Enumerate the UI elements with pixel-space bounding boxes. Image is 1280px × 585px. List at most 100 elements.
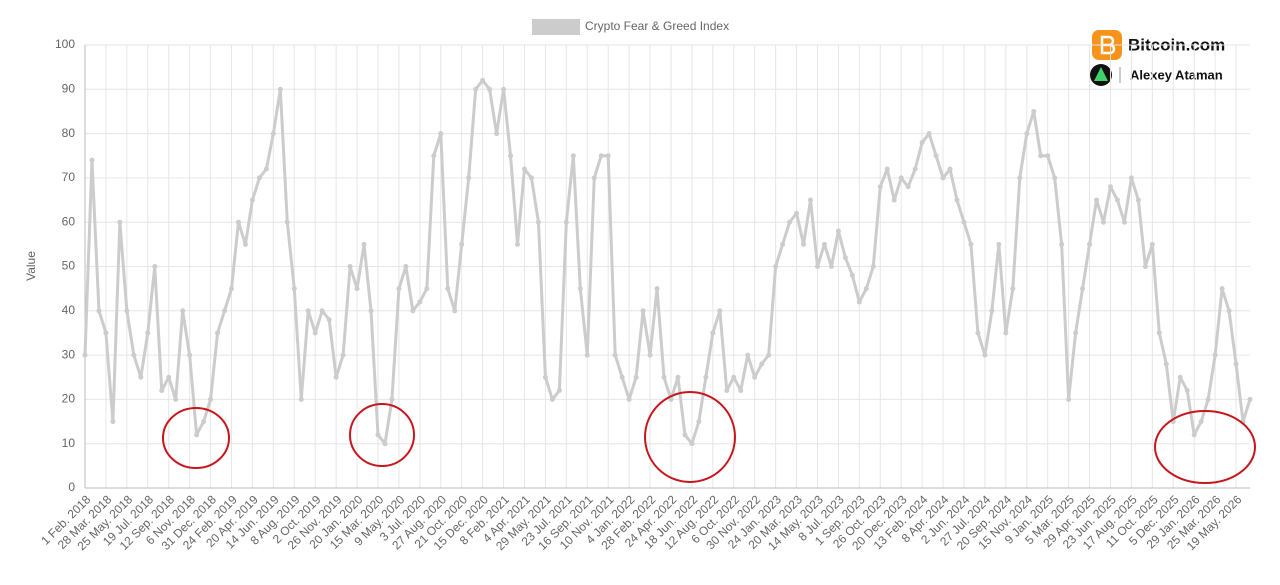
- data-point: [1184, 388, 1190, 394]
- data-point: [898, 175, 904, 181]
- data-point: [242, 241, 248, 247]
- data-point: [487, 86, 493, 92]
- data-point: [159, 388, 165, 394]
- data-point: [863, 286, 869, 292]
- data-point: [556, 388, 562, 394]
- data-point: [710, 330, 716, 336]
- y-tick-label: 90: [62, 81, 76, 95]
- legend: Crypto Fear & Greed Index: [532, 19, 729, 35]
- data-point: [1191, 432, 1197, 438]
- data-point: [1059, 241, 1065, 247]
- data-point: [431, 153, 437, 159]
- highlight-circle: [349, 403, 415, 467]
- data-point: [145, 330, 151, 336]
- data-point: [340, 352, 346, 358]
- data-point: [117, 219, 123, 225]
- highlight-circle: [1154, 410, 1256, 484]
- data-point: [835, 228, 841, 234]
- data-point: [821, 241, 827, 247]
- data-point: [773, 264, 779, 269]
- data-point: [1087, 241, 1093, 247]
- data-point: [905, 184, 911, 190]
- data-point: [501, 86, 507, 92]
- data-point: [305, 308, 311, 314]
- data-point: [1017, 175, 1023, 181]
- data-point: [298, 396, 304, 402]
- data-point: [417, 299, 423, 305]
- data-point: [82, 352, 88, 358]
- data-point: [361, 241, 367, 247]
- data-point: [591, 175, 597, 181]
- data-point: [1177, 374, 1183, 380]
- data-point: [410, 308, 416, 314]
- data-point: [480, 77, 486, 83]
- data-point: [975, 330, 981, 336]
- data-point: [1212, 352, 1218, 358]
- y-tick-label: 40: [62, 303, 76, 317]
- data-point: [521, 166, 527, 172]
- y-tick-label: 100: [55, 37, 75, 51]
- data-point: [1038, 153, 1044, 159]
- data-point: [515, 241, 521, 247]
- data-point: [640, 308, 646, 314]
- author-name: Alexey Ataman: [1130, 67, 1223, 82]
- data-point: [668, 396, 674, 402]
- data-point: [319, 308, 325, 314]
- data-point: [926, 131, 932, 137]
- y-tick-label: 20: [62, 392, 76, 406]
- data-point: [452, 308, 458, 314]
- data-point: [605, 153, 611, 159]
- data-point: [1052, 175, 1058, 181]
- data-point: [215, 330, 221, 336]
- y-tick-label: 50: [62, 259, 76, 273]
- data-point: [759, 361, 765, 367]
- data-point: [619, 374, 625, 380]
- data-point: [1080, 286, 1086, 292]
- data-point: [354, 286, 360, 292]
- data-point: [535, 219, 541, 225]
- data-point: [612, 352, 618, 358]
- data-point: [473, 86, 479, 92]
- data-point: [256, 175, 262, 181]
- data-point: [877, 184, 883, 190]
- data-point: [717, 308, 723, 314]
- data-point: [180, 308, 186, 314]
- data-point: [1101, 219, 1107, 225]
- data-point: [752, 374, 758, 380]
- data-point: [312, 330, 318, 336]
- data-point: [333, 374, 339, 380]
- data-point: [703, 374, 709, 380]
- data-point: [403, 264, 409, 269]
- data-point: [1114, 197, 1120, 203]
- data-point: [563, 219, 569, 225]
- data-point: [263, 166, 269, 172]
- data-point: [459, 241, 465, 247]
- data-point: [549, 396, 555, 402]
- data-point: [173, 396, 179, 402]
- data-point: [1031, 108, 1037, 114]
- legend-swatch: [532, 19, 580, 35]
- data-point: [647, 352, 653, 358]
- data-point: [124, 308, 130, 314]
- data-point: [1247, 396, 1253, 402]
- series-line: [83, 78, 1252, 446]
- data-point: [849, 272, 855, 278]
- data-point: [731, 374, 737, 380]
- data-point: [766, 352, 772, 358]
- data-point: [633, 374, 639, 380]
- data-point: [689, 441, 695, 447]
- data-point: [1205, 396, 1211, 402]
- data-point: [138, 374, 144, 380]
- data-point: [933, 153, 939, 159]
- data-point: [940, 175, 946, 181]
- data-point: [828, 264, 834, 269]
- data-point: [375, 432, 381, 438]
- highlight-circle: [644, 391, 736, 483]
- author-icon-glyph: [1094, 67, 1108, 81]
- data-point: [654, 286, 660, 292]
- data-point: [787, 219, 793, 225]
- data-point: [577, 286, 583, 292]
- data-point: [228, 286, 234, 292]
- data-point: [466, 175, 472, 181]
